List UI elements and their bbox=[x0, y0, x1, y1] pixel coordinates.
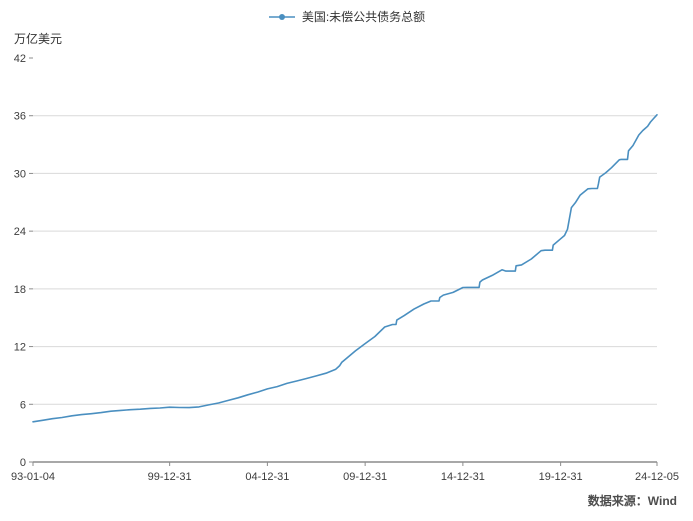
x-tick-label: 93-01-04 bbox=[11, 471, 55, 483]
x-tick-label: 99-12-31 bbox=[148, 471, 192, 483]
x-tick-label: 14-12-31 bbox=[441, 471, 485, 483]
debt-series-line bbox=[32, 114, 658, 423]
x-tick-label: 04-12-31 bbox=[245, 471, 289, 483]
y-tick-label: 36 bbox=[14, 111, 26, 123]
legend-label: 美国:未偿公共债务总额 bbox=[301, 10, 426, 24]
legend-line-dot-icon bbox=[268, 13, 295, 20]
y-tick-label: 30 bbox=[14, 168, 26, 180]
y-tick-label: 18 bbox=[14, 284, 26, 296]
x-tick-label: 19-12-31 bbox=[539, 471, 583, 483]
y-tick-label: 12 bbox=[14, 342, 26, 354]
x-tick-label: 24-12-05 bbox=[635, 471, 679, 483]
y-tick-label: 0 bbox=[20, 457, 26, 469]
y-tick-label: 24 bbox=[14, 226, 26, 238]
y-axis-unit-label: 万亿美元 bbox=[14, 32, 63, 46]
data-source-label: 数据来源：Wind bbox=[587, 494, 677, 508]
y-tick-label: 6 bbox=[20, 399, 26, 411]
legend: 美国:未偿公共债务总额 bbox=[0, 8, 693, 25]
x-tick-label: 09-12-31 bbox=[343, 471, 387, 483]
y-tick-label: 42 bbox=[14, 53, 26, 65]
